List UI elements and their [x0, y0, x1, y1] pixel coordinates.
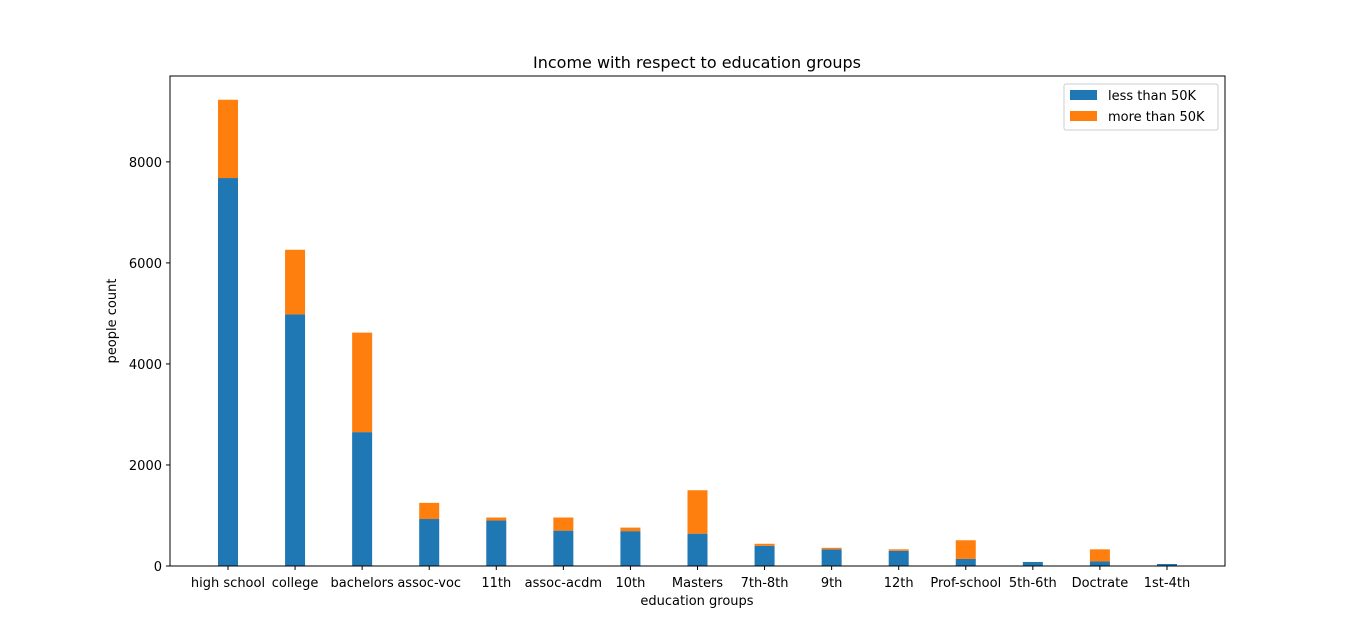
y-axis-label: people count: [105, 279, 120, 364]
bar-less-than-50k: [955, 558, 976, 566]
legend-label-more-than-50k: more than 50K: [1108, 110, 1205, 125]
bar-less-than-50k: [821, 549, 842, 566]
bar-more-than-50k: [821, 547, 842, 550]
legend: less than 50K more than 50K: [1063, 83, 1219, 131]
x-tick-label: 11th: [481, 576, 511, 591]
bar-more-than-50k: [1089, 549, 1110, 562]
y-tick-label: 0: [154, 560, 162, 575]
bar-more-than-50k: [620, 527, 641, 532]
x-tick-label: assoc-voc: [397, 576, 461, 591]
bar-more-than-50k: [486, 517, 507, 521]
x-tick-label: assoc-acdm: [525, 576, 602, 591]
bar-more-than-50k: [888, 549, 909, 551]
x-tick-label: 12th: [884, 576, 914, 591]
bar-more-than-50k: [754, 543, 775, 546]
x-tick-label: Masters: [672, 576, 723, 591]
bar-more-than-50k: [687, 490, 708, 534]
y-tick-label: 6000: [129, 257, 162, 272]
y-axis: 0 2000 4000 6000 8000: [129, 156, 170, 575]
bar-more-than-50k: [285, 249, 306, 315]
bar-less-than-50k: [486, 520, 507, 566]
bar-less-than-50k: [419, 519, 440, 566]
bars-group: [218, 99, 1177, 567]
x-tick-label: 9th: [821, 576, 843, 591]
x-tick-label: 5th-6th: [1009, 576, 1057, 591]
bar-less-than-50k: [1022, 561, 1043, 566]
x-tick-label: 10th: [615, 576, 645, 591]
x-tick-label: Doctrate: [1072, 576, 1129, 591]
chart-title: Income with respect to education groups: [533, 53, 861, 72]
bar-more-than-50k: [352, 332, 373, 433]
bar-less-than-50k: [553, 530, 574, 566]
legend-swatch-less-than-50k: [1070, 90, 1097, 100]
bar-less-than-50k: [1089, 561, 1110, 566]
bar-less-than-50k: [754, 545, 775, 566]
bar-less-than-50k: [285, 314, 306, 566]
x-tick-label: 1st-4th: [1144, 576, 1190, 591]
y-tick-label: 4000: [129, 358, 162, 373]
y-tick-label: 8000: [129, 156, 162, 171]
bar-less-than-50k: [1156, 563, 1177, 566]
x-tick-label: bachelors: [330, 576, 394, 591]
bar-more-than-50k: [218, 99, 238, 179]
legend-label-less-than-50k: less than 50K: [1108, 89, 1197, 104]
x-axis-label: education groups: [640, 594, 753, 609]
x-tick-label: Prof-school: [930, 576, 1001, 591]
bar-less-than-50k: [888, 550, 909, 566]
bar-less-than-50k: [352, 432, 373, 566]
legend-box: [1063, 83, 1219, 131]
bar-less-than-50k: [218, 178, 238, 567]
bar-more-than-50k: [553, 517, 574, 531]
bar-less-than-50k: [620, 531, 641, 566]
legend-swatch-more-than-50k: [1070, 111, 1097, 121]
x-axis: high school college bachelors assoc-voc 11th…: [191, 566, 1190, 591]
bar-less-than-50k: [687, 533, 708, 566]
x-tick-label: 7th-8th: [741, 576, 789, 591]
x-tick-label: high school: [191, 576, 265, 591]
y-tick-label: 2000: [129, 459, 162, 474]
bar-more-than-50k: [419, 502, 440, 520]
bar-more-than-50k: [955, 540, 976, 559]
x-tick-label: college: [272, 576, 319, 591]
